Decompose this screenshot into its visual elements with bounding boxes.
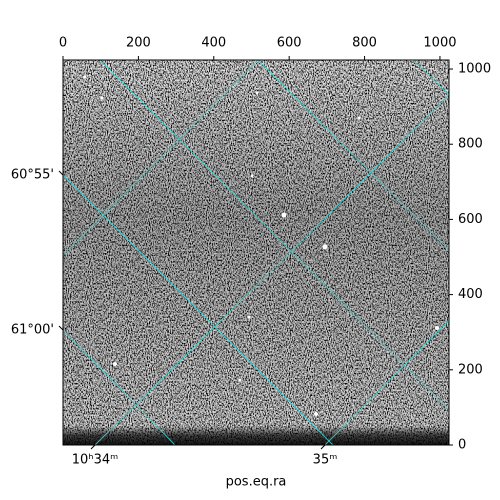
ra-tick-label: 35ᵐ xyxy=(313,453,338,468)
x-tick-label: 200 xyxy=(126,36,151,51)
axes-frame xyxy=(62,59,450,446)
y-tick-label: 1000 xyxy=(458,62,491,77)
dec-tick-label: 61°00' xyxy=(11,323,54,338)
dec-grid-line xyxy=(63,329,176,445)
image xyxy=(63,60,449,445)
x-axis-label: pos.eq.ra xyxy=(226,475,287,490)
dec-grid-line xyxy=(63,174,334,445)
dec-tick xyxy=(58,170,64,176)
y-tick-label: 200 xyxy=(458,362,483,377)
x-tick-label: 800 xyxy=(352,36,377,51)
grid-decor xyxy=(63,60,449,411)
ra-tick xyxy=(320,444,326,450)
dec-tick xyxy=(58,325,64,331)
x-tick-label: 1000 xyxy=(423,36,456,51)
y-tick-label: 600 xyxy=(458,212,483,227)
y-tick-label: 0 xyxy=(458,438,466,453)
ra-tick-label: 10ʰ34ᵐ xyxy=(72,453,118,468)
x-tick-label: 400 xyxy=(201,36,226,51)
x-tick-label: 600 xyxy=(277,36,302,51)
ra-grid-line xyxy=(324,319,449,445)
x-tick-label: 0 xyxy=(59,36,67,51)
ra-tick xyxy=(90,444,96,450)
dec-tick-label: 60°55' xyxy=(11,168,54,183)
y-tick-label: 400 xyxy=(458,287,483,302)
y-tick-label: 800 xyxy=(458,137,483,152)
ra-grid-line xyxy=(94,94,449,445)
